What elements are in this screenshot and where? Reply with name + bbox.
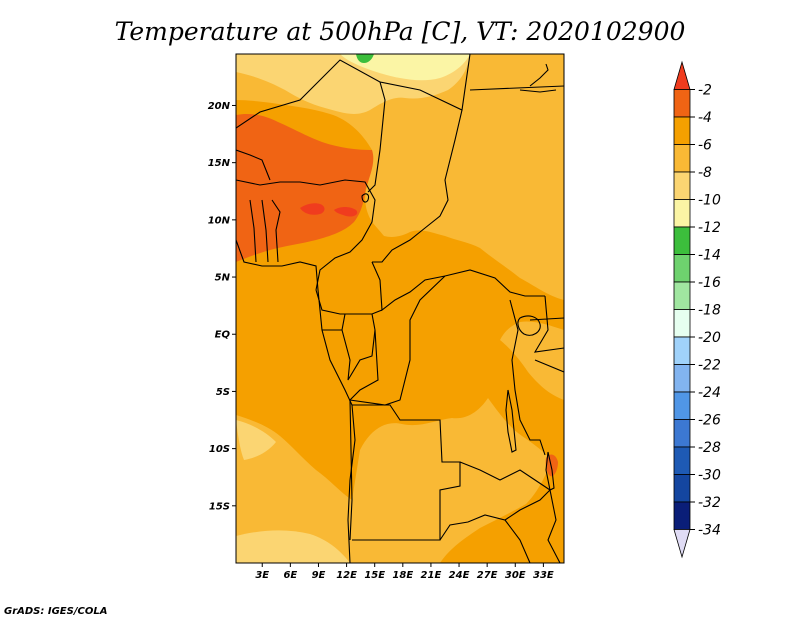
colorbar-arrow-top	[673, 60, 691, 90]
colorbar-swatch	[673, 116, 691, 145]
field-region-warmest-east	[545, 454, 558, 477]
field-region-warm-light-south	[236, 398, 552, 563]
y-tick-label: 15N	[208, 158, 231, 169]
colorbar-swatch	[673, 199, 691, 228]
y-axis: 20N 15N 10N 5N EQ 5S 10S 15S	[208, 101, 236, 512]
y-tick-label: 10S	[209, 444, 230, 455]
credit-text: GrADS: IGES/COLA	[4, 606, 107, 617]
colorbar-swatch	[673, 254, 691, 283]
colorbar-label: -4	[698, 110, 712, 126]
border-nigeria	[236, 179, 376, 291]
map-plot-area	[236, 54, 564, 563]
border-benin-togo	[249, 199, 281, 263]
field-region-coldest-north	[340, 54, 470, 81]
colorbar-label: -6	[698, 138, 712, 154]
colorbar-swatch	[673, 144, 691, 173]
colorbar-label: -18	[698, 303, 721, 319]
colorbar-label: -10	[698, 193, 721, 209]
colorbar-swatch	[673, 309, 691, 338]
field-region-cool-southeast	[236, 420, 276, 460]
colorbar-swatch	[673, 474, 691, 503]
colorbar-label: -8	[698, 165, 712, 181]
sinai-coast	[519, 63, 557, 93]
x-tick-label: 27E	[477, 570, 498, 581]
x-tick-label: 9E	[312, 570, 326, 581]
colorbar-swatch	[673, 226, 691, 255]
field-region-warmest-west	[236, 113, 374, 262]
y-tick-label: 5N	[215, 273, 231, 284]
colorbar-label: -20	[698, 330, 721, 346]
colorbar-label: -2	[698, 83, 712, 99]
border-egypt-east	[469, 85, 564, 91]
border-mozambique	[504, 489, 561, 563]
colorbar-swatch	[673, 501, 691, 530]
colorbar-label: -30	[698, 468, 721, 484]
colorbar-label: -14	[698, 248, 721, 264]
colorbar-label: -16	[698, 275, 721, 291]
y-tick-label: 20N	[208, 101, 231, 112]
border-east-africa	[529, 295, 564, 373]
field-region-cool-south	[236, 530, 350, 563]
colorbar-label: -34	[698, 523, 721, 539]
field-region-warm-light-north	[236, 54, 564, 300]
plot-frame	[235, 53, 565, 564]
field-region-warmest-core	[300, 203, 358, 217]
colorbar-label: -12	[698, 220, 721, 236]
colorbar-label: -24	[698, 385, 721, 401]
colorbar-label: -32	[698, 495, 721, 511]
border-cameroon-congo	[315, 289, 383, 315]
colorbar-label: -22	[698, 358, 721, 374]
colorbar-swatch	[673, 171, 691, 200]
x-tick-label: 3E	[255, 570, 269, 581]
border-niger-mali	[236, 149, 271, 181]
colorbar: -2 -4 -6 -8 -10 -12 -14 -16 -18 -20 -22 -24 -26 -28 -3…	[673, 60, 721, 559]
colorbar-swatch	[673, 419, 691, 448]
field-region-green-patch	[356, 54, 374, 63]
colorbar-label: -26	[698, 413, 721, 429]
border-car	[371, 261, 545, 312]
x-tick-label: 6E	[283, 570, 297, 581]
x-tick-label: 30E	[505, 570, 526, 581]
map-boundaries	[236, 54, 564, 563]
y-tick-label: 5S	[216, 387, 230, 398]
x-tick-label: 12E	[336, 570, 357, 581]
colorbar-swatch	[673, 281, 691, 310]
border-zambia	[439, 461, 551, 541]
x-tick-label: 24E	[449, 570, 470, 581]
lake-malawi	[545, 451, 555, 491]
y-tick-label: 15S	[209, 501, 230, 512]
x-axis: 3E 6E 9E 12E 15E 18E 21E 24E 27E 30E 33E	[255, 563, 554, 581]
colorbar-label: -28	[698, 440, 721, 456]
y-tick-label: 10N	[208, 215, 231, 226]
x-tick-label: 18E	[392, 570, 413, 581]
colorbar-swatch	[673, 89, 691, 118]
border-chad-sudan	[372, 109, 463, 263]
colorbar-swatch	[673, 336, 691, 365]
chart-title: Temperature at 500hPa [C], VT: 202010290…	[115, 17, 686, 46]
x-tick-label: 21E	[421, 570, 442, 581]
colorbar-swatch	[673, 391, 691, 420]
colorbar-swatch	[673, 364, 691, 393]
x-tick-label: 33E	[533, 570, 554, 581]
lake-chad	[361, 193, 370, 203]
border-drc-east	[509, 299, 546, 456]
border-drc-west	[348, 275, 446, 406]
colorbar-arrow-bottom	[673, 529, 691, 559]
y-tick-label: EQ	[215, 330, 231, 341]
border-angola-zambia	[349, 399, 353, 541]
border-sudan-egypt	[379, 54, 471, 111]
x-tick-label: 15E	[364, 570, 385, 581]
colorbar-swatch	[673, 446, 691, 475]
coastline-west-africa	[236, 239, 356, 563]
lake-tanganyika	[505, 389, 517, 453]
lake-victoria	[517, 315, 541, 336]
